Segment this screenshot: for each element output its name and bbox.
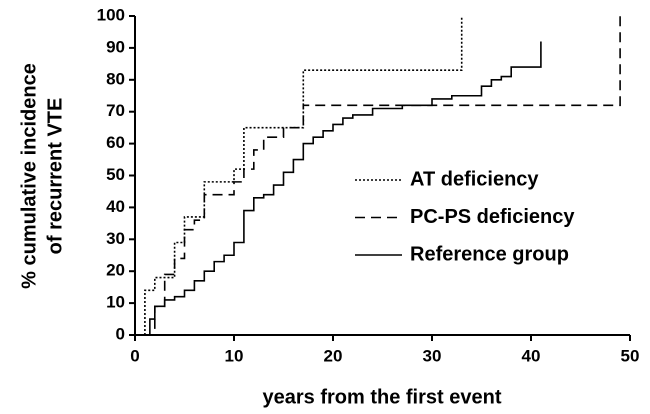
y-tick-label: 20 [106, 261, 125, 280]
series-line [144, 16, 463, 335]
y-tick-label: 30 [106, 229, 125, 248]
legend-label: AT deficiency [410, 168, 539, 190]
y-tick-label: 40 [106, 197, 125, 216]
y-tick-label: 70 [106, 101, 125, 120]
legend-label: PC-PS deficiency [410, 206, 575, 228]
x-axis-label: years from the first event [263, 386, 502, 408]
series-line [144, 16, 621, 336]
y-tick-label: 10 [106, 293, 125, 312]
y-tick-label: 50 [106, 165, 125, 184]
y-tick-label: 90 [106, 37, 125, 56]
series-line [144, 41, 542, 336]
y-tick-label: 80 [106, 69, 125, 88]
y-tick-label: 0 [116, 324, 125, 343]
y-axis-label: % cumulative incidence [18, 63, 40, 289]
y-axis-label: of recurrent VTE [44, 98, 66, 255]
x-tick-label: 30 [423, 346, 442, 365]
y-tick-label: 100 [97, 5, 125, 24]
x-tick-label: 0 [130, 346, 139, 365]
x-tick-label: 20 [324, 346, 343, 365]
x-tick-label: 40 [522, 346, 541, 365]
y-tick-label: 60 [106, 133, 125, 152]
x-tick-label: 50 [621, 346, 640, 365]
x-tick-label: 10 [225, 346, 244, 365]
legend-label: Reference group [410, 243, 569, 265]
